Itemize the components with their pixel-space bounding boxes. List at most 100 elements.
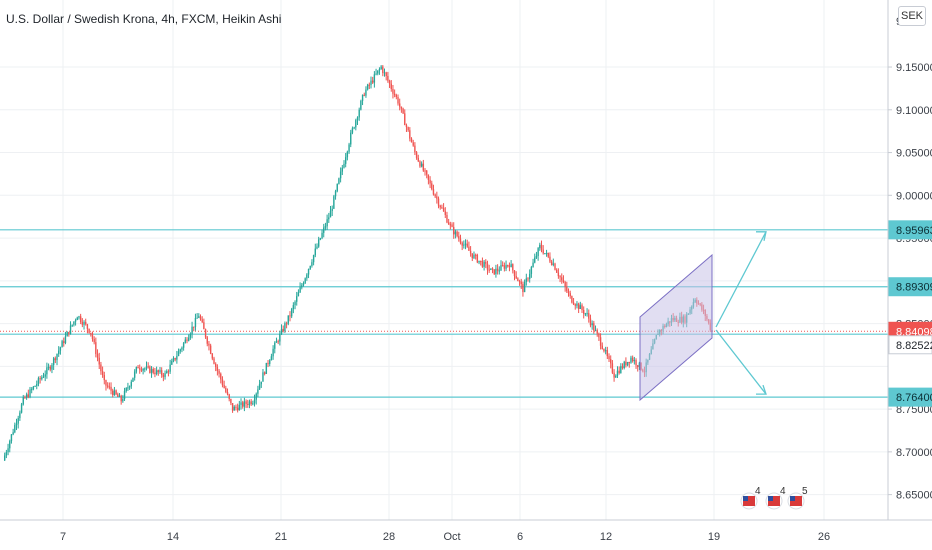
candle-body bbox=[393, 93, 396, 96]
extra-price-label: 8.82522 bbox=[896, 340, 932, 352]
candle-body bbox=[508, 265, 511, 268]
candle-body bbox=[223, 385, 225, 388]
candle-body bbox=[427, 174, 430, 180]
candle-body bbox=[24, 397, 26, 399]
candle-body bbox=[85, 321, 87, 325]
candle-body bbox=[532, 262, 534, 268]
candle-body bbox=[247, 403, 249, 405]
event-marker[interactable]: 4 bbox=[740, 486, 761, 510]
candle-body bbox=[410, 138, 413, 143]
candle-body bbox=[267, 362, 269, 364]
candle-body bbox=[78, 316, 80, 318]
x-tick-label: Oct bbox=[443, 531, 460, 543]
candle-body bbox=[12, 432, 14, 435]
candle-body bbox=[181, 347, 183, 350]
candle-body bbox=[132, 377, 134, 382]
candle-body bbox=[133, 371, 136, 378]
candle-body bbox=[250, 401, 252, 405]
candle-body bbox=[225, 387, 227, 393]
candle-body bbox=[633, 360, 636, 362]
candle-body bbox=[37, 378, 40, 385]
candle-body bbox=[400, 106, 403, 109]
candle-body bbox=[193, 326, 195, 328]
candle-body bbox=[176, 355, 178, 360]
candle-body bbox=[464, 243, 467, 245]
candle-body bbox=[621, 366, 624, 368]
candle-body bbox=[95, 342, 97, 354]
candle-body bbox=[14, 425, 16, 433]
candle-body bbox=[603, 348, 605, 352]
candle-body bbox=[15, 423, 18, 426]
candle-body bbox=[323, 227, 325, 233]
candle-body bbox=[262, 372, 264, 382]
candle-body bbox=[415, 152, 418, 158]
candle-body bbox=[215, 363, 217, 367]
candle-body bbox=[61, 341, 63, 348]
candle-body bbox=[420, 163, 423, 167]
candle-body bbox=[378, 69, 381, 71]
candle-body bbox=[615, 375, 617, 378]
candle-body bbox=[123, 390, 126, 399]
candle-body bbox=[366, 84, 369, 90]
candle-body bbox=[610, 359, 612, 364]
candle-body bbox=[58, 350, 60, 354]
candle-body bbox=[149, 366, 151, 373]
candle-body bbox=[39, 378, 41, 380]
event-marker[interactable]: 5 bbox=[787, 486, 808, 510]
candle-body bbox=[167, 371, 170, 373]
candle-body bbox=[630, 357, 632, 363]
candle-body bbox=[263, 372, 266, 374]
candle-body bbox=[385, 72, 387, 76]
event-marker[interactable]: 4 bbox=[765, 486, 786, 510]
candle-body bbox=[17, 418, 19, 424]
candle-body bbox=[272, 348, 274, 357]
candle-body bbox=[638, 362, 641, 368]
candle-body bbox=[407, 127, 409, 131]
candle-body bbox=[328, 217, 330, 220]
candle-body bbox=[390, 83, 392, 89]
projection-up-arrow bbox=[715, 231, 767, 328]
candle-body bbox=[296, 296, 298, 302]
candle-body bbox=[34, 385, 36, 387]
candle-body bbox=[355, 120, 357, 128]
candle-body bbox=[25, 394, 28, 399]
candle-body bbox=[598, 333, 600, 338]
candle-body bbox=[591, 323, 593, 326]
y-tick-label: 8.70000 bbox=[896, 447, 932, 459]
candle-body bbox=[171, 360, 173, 365]
candle-body bbox=[404, 113, 406, 126]
candle-body bbox=[503, 265, 506, 269]
projection-down-arrow-head bbox=[756, 384, 767, 395]
candle-body bbox=[120, 395, 122, 402]
candle-body bbox=[208, 343, 210, 346]
candle-body bbox=[542, 249, 544, 254]
candle-body bbox=[434, 194, 436, 197]
currency-button[interactable]: SEK bbox=[898, 6, 926, 26]
candle-body bbox=[154, 372, 156, 375]
candle-body bbox=[601, 345, 603, 349]
candle-body bbox=[547, 252, 549, 257]
candle-body bbox=[29, 389, 31, 398]
candle-body bbox=[333, 196, 335, 209]
candle-body bbox=[481, 260, 484, 267]
candle-body bbox=[201, 319, 203, 323]
candle-body bbox=[512, 264, 514, 271]
candle-body bbox=[5, 452, 8, 456]
candle-body bbox=[329, 211, 332, 218]
candle-body bbox=[474, 254, 477, 256]
candle-body bbox=[608, 356, 610, 360]
candle-body bbox=[466, 243, 468, 247]
candle-body bbox=[204, 329, 207, 338]
candle-body bbox=[162, 374, 165, 377]
candle-body bbox=[419, 161, 421, 167]
candle-body bbox=[209, 345, 212, 354]
flag-canton bbox=[768, 496, 773, 501]
candle-body bbox=[73, 321, 75, 325]
candle-body bbox=[235, 406, 237, 408]
y-tick-label: 9.10000 bbox=[896, 105, 932, 117]
x-tick-label: 6 bbox=[517, 531, 523, 543]
candle-body bbox=[30, 389, 33, 391]
x-tick-label: 26 bbox=[818, 531, 830, 543]
candle-body bbox=[157, 370, 160, 373]
